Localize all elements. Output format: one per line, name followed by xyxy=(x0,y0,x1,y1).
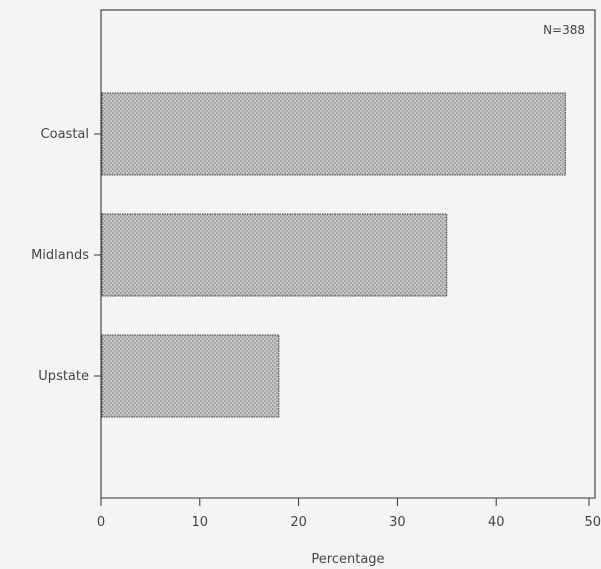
x-tick-label: 50 xyxy=(584,515,601,530)
sample-size-note: N=388 xyxy=(543,23,585,37)
y-tick-label: Upstate xyxy=(38,369,89,384)
x-tick-label: 10 xyxy=(192,515,209,530)
x-axis-title: Percentage xyxy=(311,552,384,567)
bar-upstate xyxy=(101,334,280,418)
x-tick-label: 0 xyxy=(97,515,105,530)
y-tick-label: Midlands xyxy=(31,248,89,263)
y-tick-label: Coastal xyxy=(41,127,89,142)
x-tick-label: 40 xyxy=(488,515,505,530)
bar-coastal xyxy=(101,92,566,176)
x-tick-label: 20 xyxy=(290,515,307,530)
x-tick-label: 30 xyxy=(389,515,406,530)
bar-midlands xyxy=(101,213,448,297)
